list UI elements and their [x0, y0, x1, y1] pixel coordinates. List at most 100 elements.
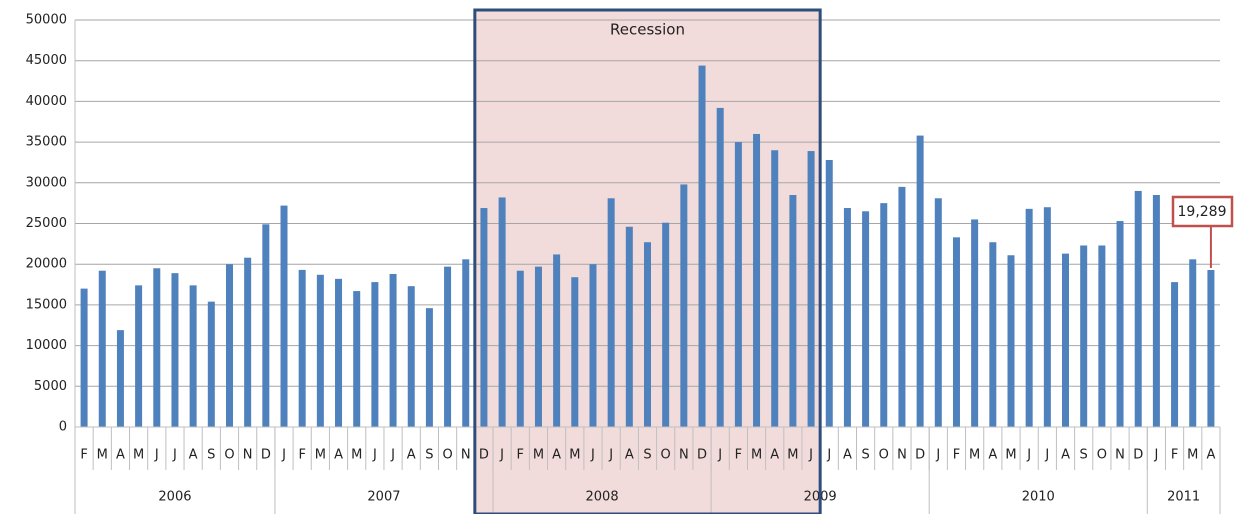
recession-label: Recession: [610, 21, 685, 39]
bar: [298, 269, 306, 427]
x-tick-label: D: [697, 448, 707, 463]
year-label: 2008: [586, 490, 619, 505]
x-tick-label: M: [969, 448, 980, 463]
x-tick-label: J: [608, 448, 613, 463]
y-tick-label: 5000: [34, 379, 67, 394]
y-tick-label: 50000: [26, 13, 67, 28]
x-tick-label: J: [372, 448, 377, 463]
x-tick-label: J: [1026, 448, 1031, 463]
bar: [444, 266, 452, 427]
x-tick-label: F: [298, 448, 305, 463]
y-tick-label: 10000: [26, 338, 67, 353]
x-tick-label: F: [80, 448, 87, 463]
y-tick-label: 15000: [26, 297, 67, 312]
x-tick-label: S: [425, 448, 433, 463]
x-tick-label: D: [1133, 448, 1143, 463]
bar: [862, 211, 870, 427]
bar: [1098, 245, 1106, 427]
bar: [898, 186, 906, 427]
y-tick-label: 45000: [26, 53, 67, 68]
bar: [934, 198, 942, 427]
bar: [571, 277, 579, 427]
x-tick-label: O: [879, 448, 889, 463]
y-tick-label: 0: [59, 420, 67, 435]
bar: [98, 270, 106, 427]
bar: [789, 195, 797, 427]
bar: [462, 259, 470, 427]
x-tick-label: A: [334, 448, 343, 463]
bar: [625, 226, 633, 427]
bar: [1043, 207, 1051, 427]
y-tick-label: 40000: [26, 94, 67, 109]
bar: [1080, 245, 1088, 427]
x-tick-label: M: [569, 448, 580, 463]
bar: [680, 184, 688, 427]
y-tick-label: 30000: [26, 175, 67, 190]
x-tick-label: A: [189, 448, 198, 463]
bar: [716, 107, 724, 428]
x-tick-label: N: [1115, 448, 1125, 463]
x-tick-label: N: [897, 448, 907, 463]
bar: [644, 242, 651, 427]
bar: [280, 205, 288, 427]
bar: [1171, 282, 1179, 427]
bar: [80, 288, 88, 427]
x-tick-label: M: [315, 448, 326, 463]
bar: [1152, 195, 1160, 427]
x-tick-label: O: [442, 448, 452, 463]
x-tick-label: A: [1206, 448, 1215, 463]
bar: [389, 273, 397, 427]
x-tick-label: J: [717, 448, 722, 463]
bar: [1116, 221, 1124, 427]
x-tick-label: D: [261, 448, 271, 463]
bar: [207, 301, 215, 427]
bar: [498, 197, 506, 427]
bar: [480, 208, 488, 427]
bar: [1025, 208, 1033, 427]
bar: [516, 270, 524, 427]
bar: [135, 285, 143, 427]
x-tick-label: J: [590, 448, 595, 463]
y-tick-label: 35000: [26, 135, 67, 150]
x-tick-label: M: [751, 448, 762, 463]
x-tick-label: A: [116, 448, 125, 463]
bar: [589, 264, 597, 427]
bar: [244, 257, 252, 427]
x-tick-label: N: [679, 448, 689, 463]
bar: [1189, 259, 1197, 427]
x-tick-label: F: [1171, 448, 1178, 463]
bar: [407, 286, 415, 427]
x-tick-label: M: [533, 448, 544, 463]
bar: [353, 291, 361, 427]
bar: [1007, 255, 1015, 427]
bar: [371, 282, 379, 427]
bar: [843, 208, 851, 427]
x-tick-label: J: [172, 448, 177, 463]
x-tick-label: S: [1080, 448, 1088, 463]
x-tick-label: J: [281, 448, 286, 463]
bar: [662, 222, 670, 427]
bar: [316, 274, 324, 427]
x-tick-label: F: [517, 448, 524, 463]
bar: [989, 242, 997, 427]
year-label: 2010: [1022, 490, 1055, 505]
bar: [335, 278, 343, 427]
x-tick-label: M: [787, 448, 798, 463]
x-tick-label: S: [861, 448, 869, 463]
x-tick-label: A: [1061, 448, 1070, 463]
x-tick-label: J: [154, 448, 159, 463]
x-tick-label: F: [953, 448, 960, 463]
x-tick-label: S: [643, 448, 651, 463]
bar: [225, 264, 233, 427]
bar: [607, 198, 615, 427]
y-tick-label: 20000: [26, 257, 67, 272]
x-tick-label: N: [461, 448, 471, 463]
x-tick-label: M: [97, 448, 108, 463]
bar: [553, 254, 561, 427]
x-tick-label: A: [552, 448, 561, 463]
x-tick-label: J: [1153, 448, 1158, 463]
bar: [734, 142, 742, 427]
bar: [116, 330, 124, 427]
bar: [425, 308, 433, 427]
